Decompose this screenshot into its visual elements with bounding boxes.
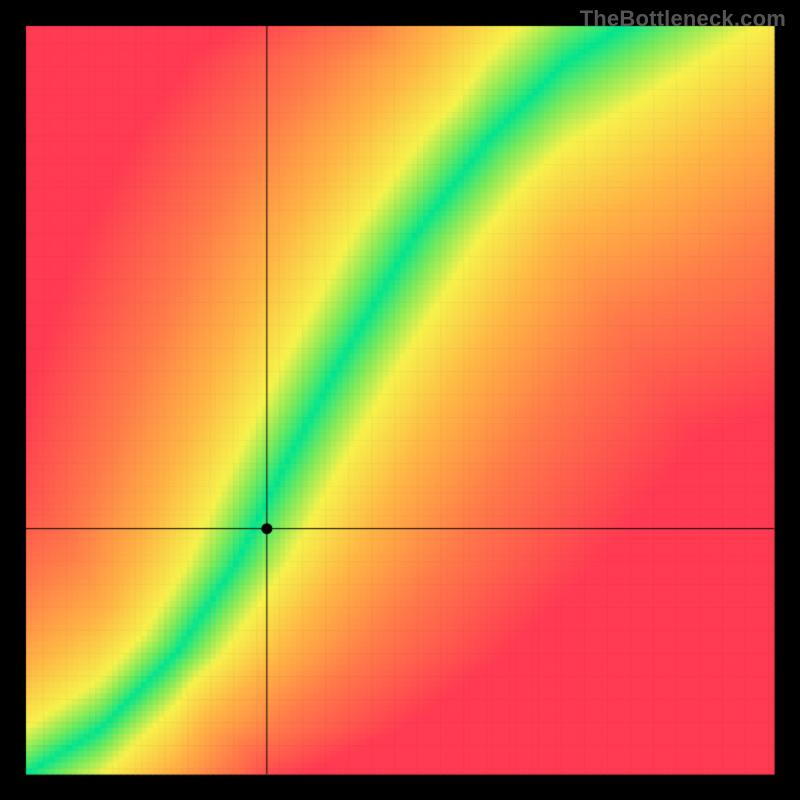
bottleneck-heatmap (0, 0, 800, 800)
watermark-text: TheBottleneck.com (580, 6, 786, 32)
